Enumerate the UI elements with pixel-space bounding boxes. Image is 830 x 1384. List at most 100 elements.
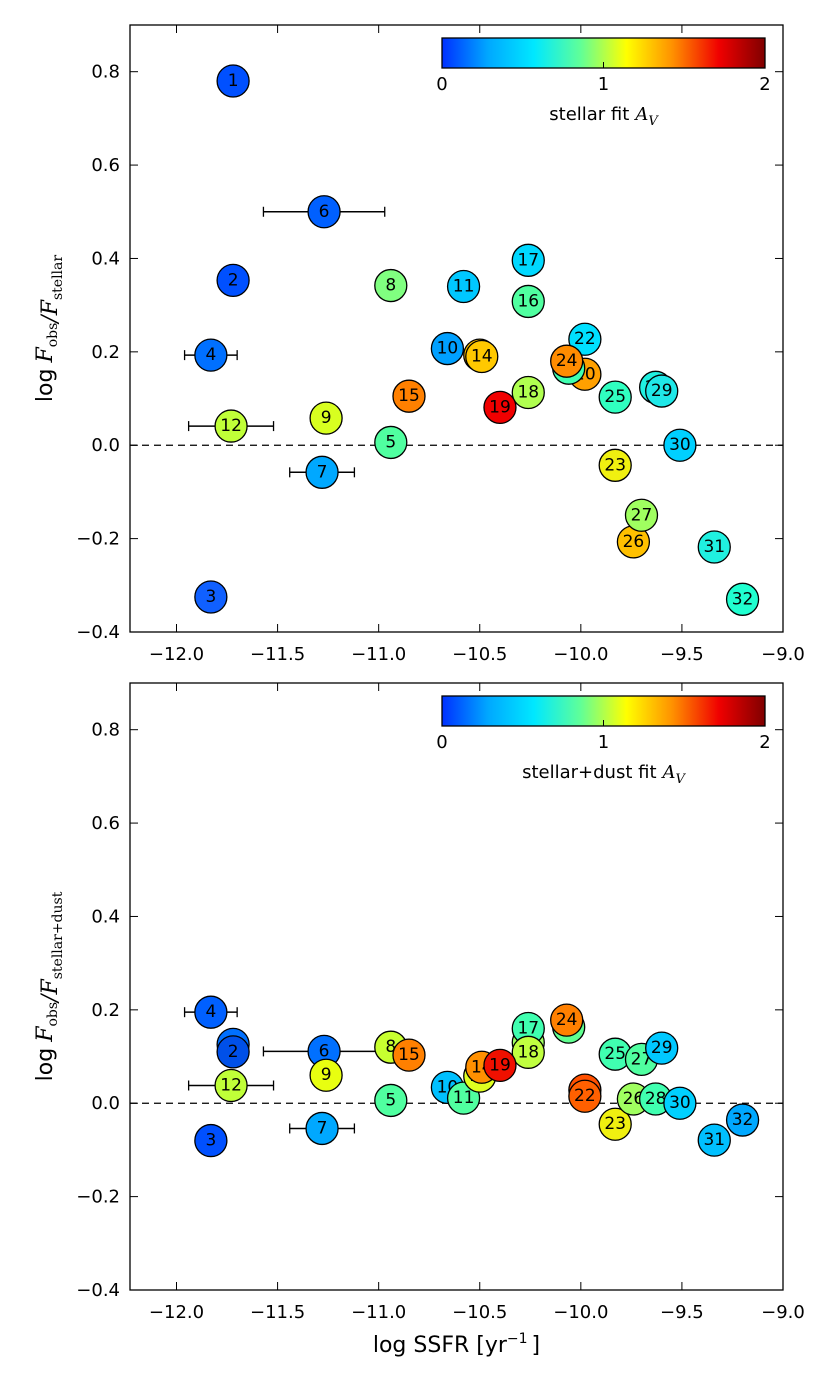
x-tick-label: −9.0: [761, 1302, 805, 1323]
point-label: 6: [319, 1041, 330, 1061]
point-label: 28: [645, 1089, 667, 1109]
x-tick-label: −9.5: [660, 644, 704, 665]
colorbar-tick-label: 1: [598, 74, 609, 95]
point: [374, 268, 408, 303]
ylabel-prefix: log: [33, 369, 58, 403]
point: [483, 390, 517, 425]
point-label: 18: [517, 382, 539, 402]
point-label: 15: [398, 1045, 420, 1065]
x-tick-label: −11.0: [351, 644, 406, 665]
ylabel-var: F: [38, 979, 63, 996]
y-tick-label: 0.6: [91, 813, 120, 834]
point-label: 11: [453, 276, 475, 296]
point: [598, 448, 632, 482]
point: [194, 338, 228, 372]
point-label: 29: [651, 381, 673, 401]
y-tick-label: 0.2: [91, 342, 120, 363]
point-label: 9: [321, 1065, 332, 1085]
point-label: 23: [604, 455, 626, 475]
point: [194, 995, 228, 1029]
point-label: 4: [205, 1002, 216, 1022]
point-label: 11: [453, 1088, 475, 1108]
point: [550, 344, 584, 378]
point: [624, 498, 659, 532]
ylabel-var: F: [38, 299, 63, 316]
point: [568, 322, 602, 356]
x-axis-label: log SSFR [yr−1]: [373, 1331, 540, 1358]
x-tick-label: −10.0: [553, 1302, 608, 1323]
colorbar-label-text: stellar fit: [549, 104, 629, 125]
point: [194, 1123, 228, 1158]
point: [309, 401, 343, 435]
point: [663, 1086, 697, 1120]
point-label: 7: [317, 462, 328, 482]
point-label: 19: [489, 1055, 511, 1075]
point-label: 2: [228, 1042, 239, 1062]
colorbar-label: stellar+dust fit AV: [522, 762, 686, 787]
point-label: 5: [385, 432, 396, 452]
colorbar-label-var: A: [633, 104, 648, 125]
y-tick-label: 0.2: [91, 1000, 120, 1021]
point: [598, 380, 632, 414]
ylabel-var: F: [33, 347, 58, 364]
colorbar-tick-label: 2: [759, 74, 770, 95]
point-label: 2: [228, 270, 239, 290]
point: [645, 1031, 679, 1065]
point-label: 12: [220, 416, 242, 436]
point: [430, 331, 465, 366]
point: [568, 1079, 602, 1113]
point-label: 24: [556, 1010, 578, 1030]
point: [663, 428, 697, 462]
point-label: 22: [574, 329, 596, 349]
point: [645, 374, 679, 408]
point-label: 19: [489, 397, 511, 417]
point: [305, 1111, 339, 1146]
y-tick-label: 0.0: [91, 1093, 120, 1114]
point: [392, 1038, 426, 1072]
x-tick-label: −10.5: [452, 1302, 507, 1323]
point: [305, 455, 339, 489]
point-label: 14: [471, 347, 493, 367]
point-label: 8: [385, 276, 396, 296]
ylabel-var: F: [33, 1026, 58, 1043]
colorbar-tick-label: 2: [759, 732, 770, 753]
point-label: 29: [651, 1038, 673, 1058]
point: [511, 243, 545, 277]
point-label: 24: [556, 351, 578, 371]
point-label: 26: [623, 1089, 645, 1109]
point: [216, 64, 250, 98]
xlabel-close: ]: [532, 1333, 541, 1358]
x-tick-label: −10.0: [553, 644, 608, 665]
x-tick-label: −9.5: [660, 1302, 704, 1323]
colorbar-label-var: A: [661, 762, 676, 783]
point: [374, 425, 408, 460]
x-tick-label: −11.0: [351, 1302, 406, 1323]
point-label: 15: [398, 386, 420, 406]
colorbar-tick-label: 1: [598, 732, 609, 753]
colorbar-tick-label: 0: [436, 74, 447, 95]
y-tick-label: 0.8: [91, 720, 120, 741]
point-label: 3: [205, 587, 216, 607]
point-label: 25: [604, 1044, 626, 1064]
x-tick-label: −12.0: [149, 1302, 204, 1323]
point-label: 31: [703, 1130, 725, 1150]
point-label: 22: [574, 1086, 596, 1106]
ylabel-sub: stellar+dust: [50, 891, 66, 979]
x-tick-label: −10.5: [452, 644, 507, 665]
ylabel-sub: obs: [45, 1002, 61, 1027]
point: [511, 1035, 545, 1069]
point-label: 7: [317, 1118, 328, 1138]
point: [483, 1048, 517, 1083]
ylabel-sep: /: [38, 313, 63, 325]
point: [214, 409, 248, 443]
colorbar-label-text: stellar+dust fit: [522, 762, 656, 783]
y-tick-label: −0.2: [76, 529, 120, 550]
y-tick-label: 0.6: [91, 155, 120, 176]
point: [511, 284, 545, 319]
point-label: 4: [205, 345, 216, 365]
point-label: 5: [385, 1090, 396, 1110]
x-tick-label: −12.0: [149, 644, 204, 665]
y-tick-label: −0.2: [76, 1187, 120, 1208]
point-label: 16: [517, 291, 539, 311]
